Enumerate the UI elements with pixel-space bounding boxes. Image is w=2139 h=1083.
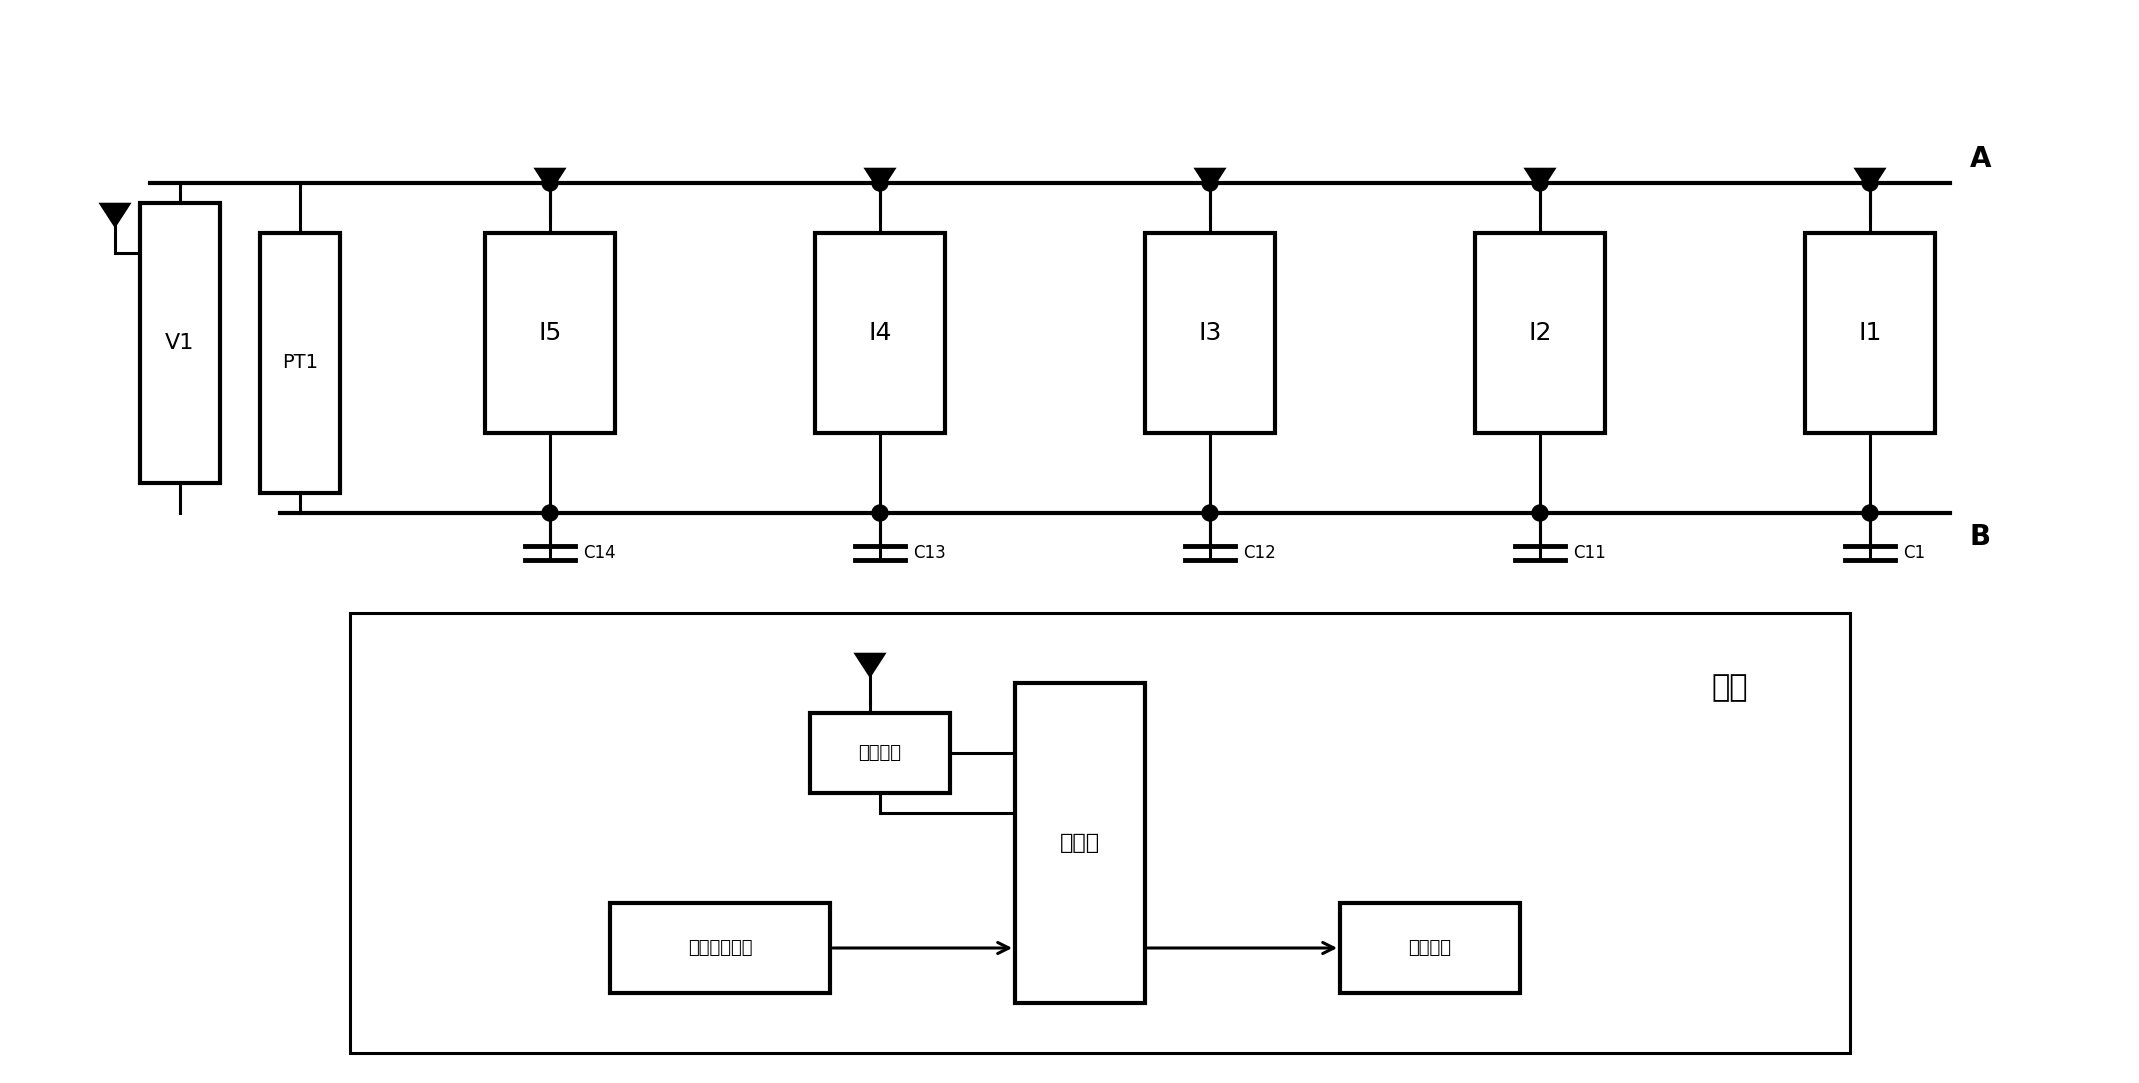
Text: 计算机: 计算机 bbox=[1061, 833, 1099, 853]
Circle shape bbox=[1202, 505, 1217, 521]
Circle shape bbox=[873, 175, 888, 191]
Text: C13: C13 bbox=[913, 544, 945, 562]
Polygon shape bbox=[1196, 169, 1224, 191]
Text: 接口模块: 接口模块 bbox=[1407, 939, 1452, 957]
Bar bbox=[1016, 683, 1144, 1003]
Text: PT1: PT1 bbox=[282, 353, 319, 373]
Text: C1: C1 bbox=[1904, 544, 1925, 562]
Bar bbox=[1144, 233, 1275, 433]
Bar bbox=[351, 613, 1850, 1053]
Bar bbox=[610, 903, 830, 993]
Text: V1: V1 bbox=[165, 332, 195, 353]
Text: C12: C12 bbox=[1243, 544, 1275, 562]
Bar bbox=[1476, 233, 1604, 433]
Text: I1: I1 bbox=[1859, 321, 1882, 345]
Polygon shape bbox=[1527, 169, 1553, 191]
Text: C14: C14 bbox=[584, 544, 616, 562]
Text: 参考相位模块: 参考相位模块 bbox=[689, 939, 753, 957]
Text: 无线模块: 无线模块 bbox=[858, 744, 901, 762]
Text: B: B bbox=[1970, 523, 1991, 551]
Bar bbox=[1339, 903, 1521, 993]
Polygon shape bbox=[856, 654, 883, 676]
Bar bbox=[815, 233, 945, 433]
Polygon shape bbox=[537, 169, 565, 191]
Text: I3: I3 bbox=[1198, 321, 1221, 345]
Bar bbox=[811, 713, 950, 793]
Polygon shape bbox=[101, 205, 128, 225]
Circle shape bbox=[873, 505, 888, 521]
Circle shape bbox=[1532, 175, 1549, 191]
Bar bbox=[261, 233, 340, 493]
Circle shape bbox=[541, 505, 558, 521]
Polygon shape bbox=[1857, 169, 1884, 191]
Text: I5: I5 bbox=[539, 321, 563, 345]
Bar bbox=[1805, 233, 1936, 433]
Text: I4: I4 bbox=[868, 321, 892, 345]
Circle shape bbox=[541, 175, 558, 191]
Circle shape bbox=[1863, 175, 1878, 191]
Polygon shape bbox=[866, 169, 894, 191]
Circle shape bbox=[1202, 175, 1217, 191]
Text: A: A bbox=[1970, 145, 1991, 173]
Circle shape bbox=[1863, 505, 1878, 521]
Text: I2: I2 bbox=[1527, 321, 1551, 345]
Bar bbox=[486, 233, 616, 433]
Bar bbox=[139, 203, 220, 483]
Circle shape bbox=[1532, 505, 1549, 521]
Text: 基站: 基站 bbox=[1711, 673, 1748, 702]
Text: C11: C11 bbox=[1572, 544, 1606, 562]
